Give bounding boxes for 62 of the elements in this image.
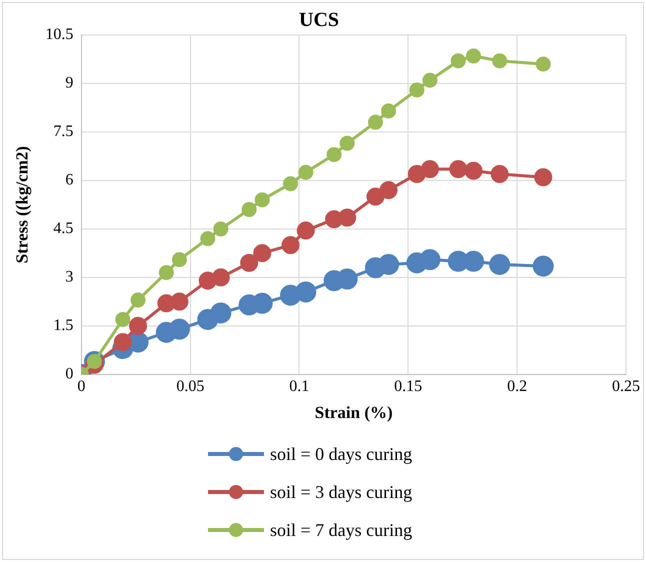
point (536, 56, 551, 72)
point (338, 208, 356, 227)
point (422, 72, 438, 88)
y-tick-label: 1.5 (53, 317, 74, 334)
point (296, 222, 315, 240)
point (450, 53, 466, 68)
point (115, 312, 130, 327)
point (492, 53, 508, 68)
y-tick-label: 9 (65, 74, 74, 92)
point (172, 252, 187, 268)
point (242, 202, 257, 218)
y-axis-title: Stress ((kg/cm2) (12, 146, 32, 264)
point (368, 114, 383, 130)
point (420, 160, 439, 178)
point (114, 333, 132, 352)
point (295, 281, 316, 302)
point (464, 162, 483, 180)
point (489, 254, 510, 275)
point (532, 256, 554, 277)
point (326, 147, 342, 162)
legend-label: soil = 7 days curing (270, 520, 412, 540)
point (409, 82, 424, 98)
point (490, 164, 509, 183)
y-tick-label: 7.5 (53, 123, 74, 140)
point (240, 254, 258, 272)
point (449, 160, 468, 178)
point (466, 48, 482, 64)
legend-label: soil = 3 days curing (270, 482, 412, 502)
x-tick-label: 0.25 (612, 378, 640, 396)
point (380, 181, 398, 200)
point (130, 292, 146, 308)
point (158, 265, 174, 280)
point (283, 176, 298, 192)
x-tick-label: 0 (77, 378, 86, 396)
point (200, 231, 216, 246)
point (210, 302, 232, 324)
point (282, 236, 300, 254)
x-tick-label: 0.05 (176, 378, 204, 396)
point (408, 164, 426, 183)
point (212, 268, 230, 286)
x-tick-label: 0.15 (394, 378, 422, 396)
chart-title: UCS (298, 9, 340, 32)
point (340, 136, 355, 151)
x-axis-title: Strain (%) (314, 403, 393, 422)
point (298, 164, 314, 180)
point (378, 254, 400, 275)
x-tick-label: 0.1 (289, 378, 310, 396)
y-tick-label: 3 (65, 268, 74, 286)
point (366, 188, 384, 206)
x-tick-label: 0.2 (507, 378, 528, 396)
point (213, 221, 228, 236)
y-tick-label: 0 (65, 366, 74, 383)
point (254, 192, 270, 208)
legend-label: soil = 0 days curing (270, 444, 412, 464)
y-tick-label: 4.5 (53, 220, 74, 238)
y-tick-label: 6 (65, 172, 74, 189)
point (534, 168, 552, 186)
y-tick-label: 10.5 (45, 26, 74, 44)
point (253, 244, 272, 262)
point (170, 292, 188, 311)
point (129, 316, 148, 335)
point (381, 103, 396, 118)
